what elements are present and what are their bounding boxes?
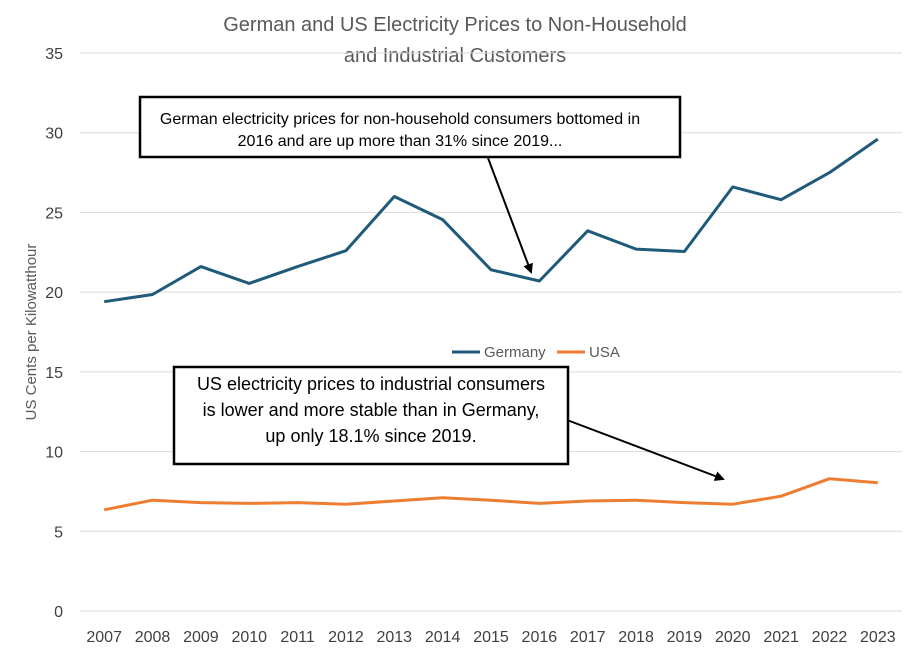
x-tick-label: 2009 xyxy=(183,629,219,646)
y-tick-label: 20 xyxy=(45,285,63,302)
x-tick-label: 2022 xyxy=(812,629,848,646)
y-tick-label: 15 xyxy=(45,365,63,382)
annotation-germany-line-1: German electricity prices for non-househ… xyxy=(160,111,640,128)
annotation-usa-line-2: is lower and more stable than in Germany… xyxy=(203,400,540,420)
annotation-usa-line-3: up only 18.1% since 2019. xyxy=(265,426,476,446)
y-tick-label: 35 xyxy=(45,46,63,63)
annotation-germany-arrow xyxy=(487,157,533,274)
annotation-usa: US electricity prices to industrial cons… xyxy=(172,365,725,481)
x-tick-label: 2015 xyxy=(473,629,509,646)
x-tick-label: 2021 xyxy=(763,629,799,646)
x-tick-label: 2016 xyxy=(522,629,558,646)
x-tick-label: 2018 xyxy=(618,629,654,646)
x-tick-label: 2011 xyxy=(280,629,315,646)
annotation-usa-line-1: US electricity prices to industrial cons… xyxy=(197,374,545,394)
legend-label-germany: Germany xyxy=(484,344,546,361)
x-tick-label: 2020 xyxy=(715,629,751,646)
x-tick-label: 2013 xyxy=(376,629,412,646)
annotation-germany: German electricity prices for non-househ… xyxy=(138,95,682,274)
x-tick-label: 2017 xyxy=(570,629,606,646)
x-tick-labels: 2007 2008 2009 2010 2011 2012 2013 2014 2015 2016… xyxy=(86,629,895,646)
y-tick-label: 5 xyxy=(54,524,63,541)
x-tick-label: 2012 xyxy=(328,629,364,646)
x-tick-label: 2008 xyxy=(135,629,171,646)
y-tick-labels: 0 5 10 15 20 25 30 35 xyxy=(45,46,63,621)
series-line-germany xyxy=(103,137,879,304)
x-tick-label: 2007 xyxy=(86,629,122,646)
series-line-usa xyxy=(103,477,878,512)
y-tick-label: 25 xyxy=(45,205,63,222)
y-tick-label: 30 xyxy=(45,126,63,143)
legend-label-usa: USA xyxy=(589,344,620,361)
y-tick-label: 0 xyxy=(54,604,63,621)
x-tick-label: 2023 xyxy=(860,629,896,646)
y-tick-label: 10 xyxy=(45,445,63,462)
legend: Germany USA xyxy=(452,344,620,361)
annotation-germany-line-2: 2016 and are up more than 31% since 2019… xyxy=(238,133,563,150)
x-tick-label: 2010 xyxy=(231,629,267,646)
x-tick-label: 2019 xyxy=(667,629,703,646)
annotation-usa-arrow xyxy=(566,419,725,481)
annotation-usa-box xyxy=(172,365,570,466)
x-tick-label: 2014 xyxy=(425,629,461,646)
series-lines xyxy=(103,137,879,512)
annotation-germany-box xyxy=(138,95,682,159)
chart-title-line-1: German and US Electricity Prices to Non-… xyxy=(223,14,687,36)
chart-title-line-2: and Industrial Customers xyxy=(344,45,566,67)
y-axis-label: US Cents per Kilowatthour xyxy=(23,244,40,421)
